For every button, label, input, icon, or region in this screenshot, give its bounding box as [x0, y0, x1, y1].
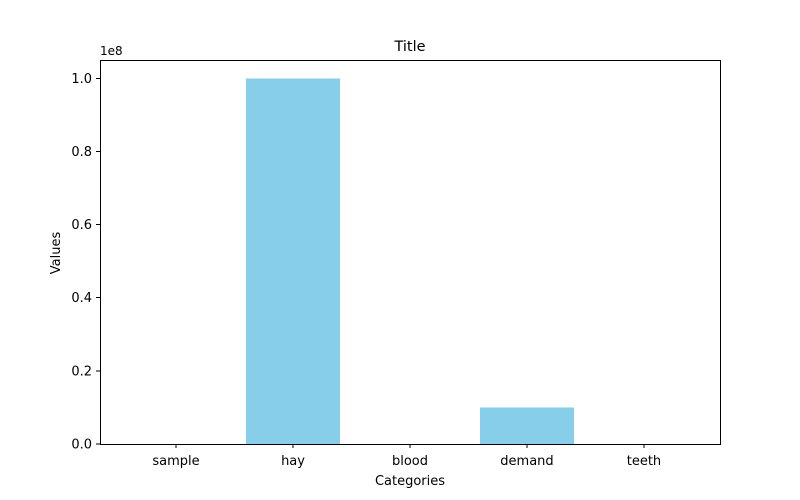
- bar-hay: [246, 78, 340, 444]
- chart-title: Title: [393, 39, 425, 55]
- y-tick-label: 0.0: [71, 438, 92, 453]
- y-tick-label: 0.6: [71, 218, 92, 233]
- plot-frame: [100, 60, 721, 445]
- x-tick-label: sample: [152, 454, 199, 469]
- x-tick-label: teeth: [627, 454, 661, 469]
- y-tick-label: 0.2: [71, 364, 92, 379]
- bars-layer: [246, 78, 574, 444]
- x-tick-label: hay: [281, 454, 305, 469]
- x-axis-ticks: sample hay blood demand teeth: [152, 444, 661, 469]
- y-tick-label: 0.4: [71, 291, 92, 306]
- bar-demand: [480, 407, 574, 444]
- y-axis-label: Values: [49, 232, 64, 275]
- y-tick-label: 1.0: [71, 72, 92, 87]
- y-axis-ticks: 0.0 0.2 0.4 0.6 0.8 1.0: [71, 72, 100, 453]
- x-axis-label: Categories: [375, 474, 445, 489]
- y-tick-label: 0.8: [71, 145, 92, 160]
- x-tick-label: demand: [500, 454, 553, 469]
- x-tick-label: blood: [392, 454, 428, 469]
- y-axis-multiplier: 1e8: [100, 44, 123, 58]
